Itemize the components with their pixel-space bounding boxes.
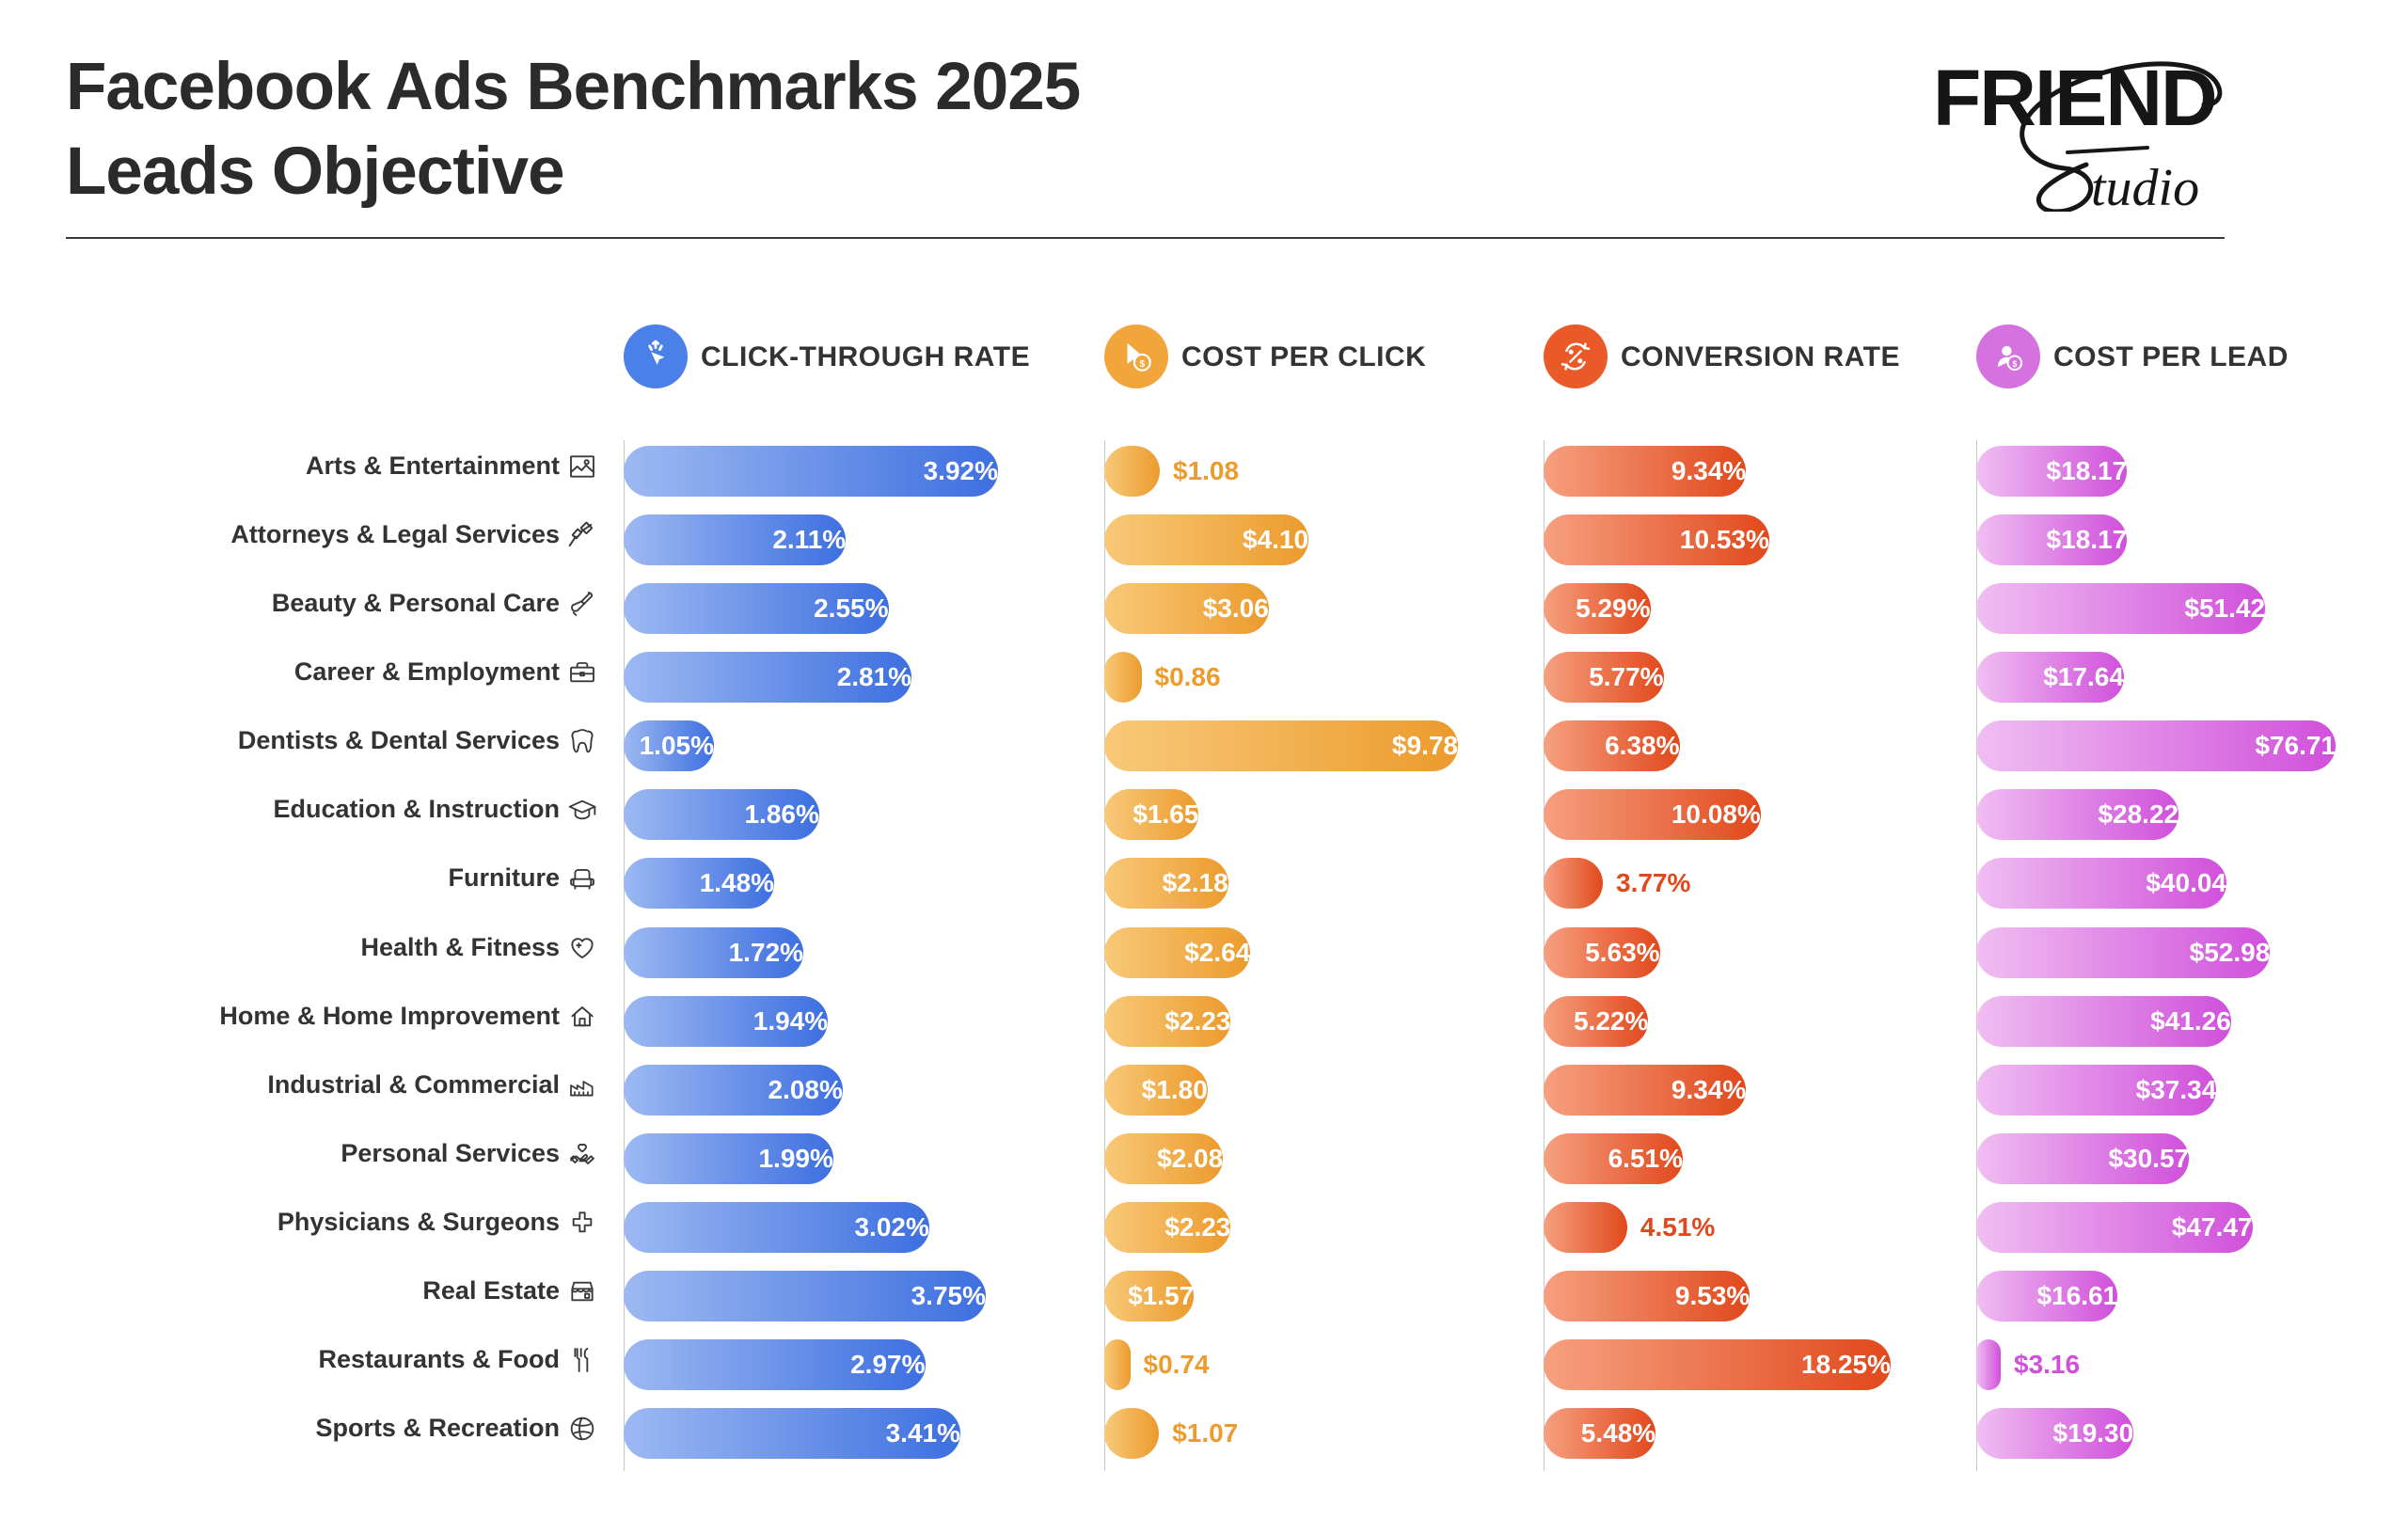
svg-text:tudio: tudio <box>2091 159 2199 212</box>
svg-text:FRIEND: FRIEND <box>1933 54 2216 142</box>
svg-text:$: $ <box>1139 359 1145 370</box>
svg-text:$: $ <box>2012 359 2017 369</box>
